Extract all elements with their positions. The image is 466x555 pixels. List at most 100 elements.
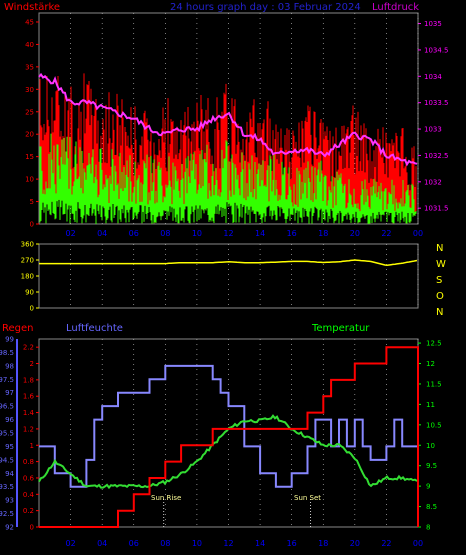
lower-x-tick-label: 02 — [65, 539, 75, 548]
humidity-axis-title: Luftfeuchte — [66, 323, 123, 334]
lower-x-tick-label: 18 — [318, 539, 328, 548]
wind-axis-title: Windstärke — [4, 2, 60, 13]
rain-tick-label: 1.4 — [23, 409, 35, 417]
lower-x-tick-label: 04 — [97, 539, 107, 548]
humidity-tick-label: 94.5 — [0, 456, 14, 464]
rain-line — [39, 346, 419, 528]
lower-x-tick-label: 10 — [192, 539, 202, 548]
lower-x-tick-label: 12 — [223, 539, 233, 548]
humidity-tick-label: 95 — [5, 443, 14, 451]
direction-tick-label: 0 — [30, 305, 34, 313]
rain-tick-label: 1.8 — [23, 376, 34, 384]
y-tick-label: 15 — [25, 153, 34, 161]
x-tick-label: 08 — [160, 229, 170, 238]
temp-tick-label: 11.5 — [426, 380, 442, 388]
temp-tick-label: 10.5 — [426, 421, 442, 429]
lower-x-tick-label: 16 — [287, 539, 297, 548]
x-tick-label: 06 — [129, 229, 139, 238]
x-tick-label: 18 — [318, 229, 328, 238]
humidity-tick-label: 94 — [5, 470, 14, 478]
lower-x-tick-label: 00 — [413, 539, 423, 548]
compass-label: W — [436, 259, 446, 270]
x-tick-label: 02 — [65, 229, 75, 238]
lower-x-tick-label: 20 — [350, 539, 360, 548]
y-tick-label: 0 — [30, 221, 34, 229]
rain-tick-label: 0.4 — [23, 491, 35, 499]
y2-tick-label: 1032 — [424, 178, 442, 186]
humidity-tick-label: 98.5 — [0, 349, 14, 357]
humidity-tick-label: 98 — [5, 362, 14, 370]
temp-tick-label: 8 — [426, 524, 430, 532]
rain-tick-label: 0 — [30, 524, 34, 532]
lower-x-tick-label: 14 — [255, 539, 265, 548]
y-tick-label: 40 — [25, 41, 34, 49]
sunrise-label: Sun Rise — [151, 494, 181, 502]
rain-tick-label: 1.2 — [23, 425, 34, 433]
lower-frame — [38, 338, 419, 528]
rain-humidity-temperature-panel: 9292.59393.59494.59595.59696.59797.59898… — [0, 336, 442, 549]
temperature-axis-title: Temperatur — [311, 323, 370, 334]
y-tick-label: 5 — [30, 198, 34, 206]
humidity-tick-label: 93.5 — [0, 483, 14, 491]
lower-x-tick-label: 22 — [381, 539, 391, 548]
y-tick-label: 35 — [25, 63, 34, 71]
x-tick-label: 14 — [255, 229, 265, 238]
y-tick-label: 30 — [25, 86, 34, 94]
temp-tick-label: 10 — [426, 442, 435, 450]
rain-tick-label: 1.6 — [23, 393, 35, 401]
temp-tick-label: 11 — [426, 401, 435, 409]
y2-tick-label: 1035 — [424, 20, 442, 28]
wind-pressure-panel: 0 5 10 15 20 25 30 35 40 45 1031.5 1032 1032.5 1033 10… — [25, 12, 449, 238]
temp-tick-label: 9.5 — [426, 462, 437, 470]
direction-tick-label: 270 — [21, 257, 34, 265]
direction-tick-label: 360 — [21, 241, 34, 249]
humidity-tick-label: 96 — [5, 416, 14, 424]
sunset-label: Sun Set — [294, 494, 321, 502]
rain-tick-label: 1 — [30, 442, 34, 450]
direction-tick-label: 90 — [25, 289, 34, 297]
humidity-tick-label: 92 — [5, 524, 14, 532]
chart-title: 24 hours graph day : 03 Februar 2024 — [170, 2, 361, 13]
y-tick-label: 10 — [25, 176, 34, 184]
rain-tick-label: 0.6 — [23, 474, 35, 482]
direction-tick-label: 180 — [21, 273, 34, 281]
pressure-axis-title: Luftdruck — [372, 2, 419, 13]
temp-tick-label: 12 — [426, 360, 435, 368]
y2-tick-label: 1033 — [424, 126, 442, 134]
rain-tick-label: 2.2 — [23, 344, 34, 352]
humidity-tick-label: 97.5 — [0, 376, 14, 384]
y-tick-label: 20 — [25, 131, 34, 139]
humidity-tick-label: 97 — [5, 389, 14, 397]
wind-direction-line — [39, 259, 418, 267]
pressure-line — [38, 72, 418, 167]
x-tick-label: 04 — [97, 229, 107, 238]
humidity-tick-label: 99 — [5, 336, 14, 344]
lower-x-tick-label: 06 — [129, 539, 139, 548]
y2-tick-label: 1032.5 — [424, 152, 449, 160]
rain-tick-label: 2 — [30, 360, 34, 368]
y2-tick-label: 1031.5 — [424, 205, 449, 213]
humidity-tick-label: 93 — [5, 497, 14, 505]
temperature-line — [38, 414, 418, 490]
compass-label: N — [436, 307, 443, 318]
x-tick-label: 20 — [350, 229, 360, 238]
rain-tick-label: 0.2 — [23, 507, 34, 515]
compass-label: S — [436, 275, 442, 286]
rain-tick-label: 0.8 — [23, 458, 34, 466]
compass-label: N — [436, 243, 443, 254]
y2-tick-label: 1033.5 — [424, 99, 449, 107]
temp-tick-label: 9 — [426, 483, 430, 491]
compass-label: O — [436, 291, 444, 302]
humidity-tick-label: 95.5 — [0, 430, 14, 438]
temp-tick-label: 8.5 — [426, 503, 437, 511]
humidity-tick-label: 96.5 — [0, 403, 14, 411]
humidity-tick-label: 92.5 — [0, 510, 14, 518]
x-tick-label: 10 — [192, 229, 202, 238]
x-tick-label: 16 — [287, 229, 297, 238]
x-tick-label: 22 — [381, 229, 391, 238]
rain-axis-title: Regen — [2, 323, 34, 334]
x-tick-label: 12 — [223, 229, 233, 238]
temp-tick-label: 12.5 — [426, 340, 442, 348]
y-tick-label: 45 — [25, 18, 34, 26]
